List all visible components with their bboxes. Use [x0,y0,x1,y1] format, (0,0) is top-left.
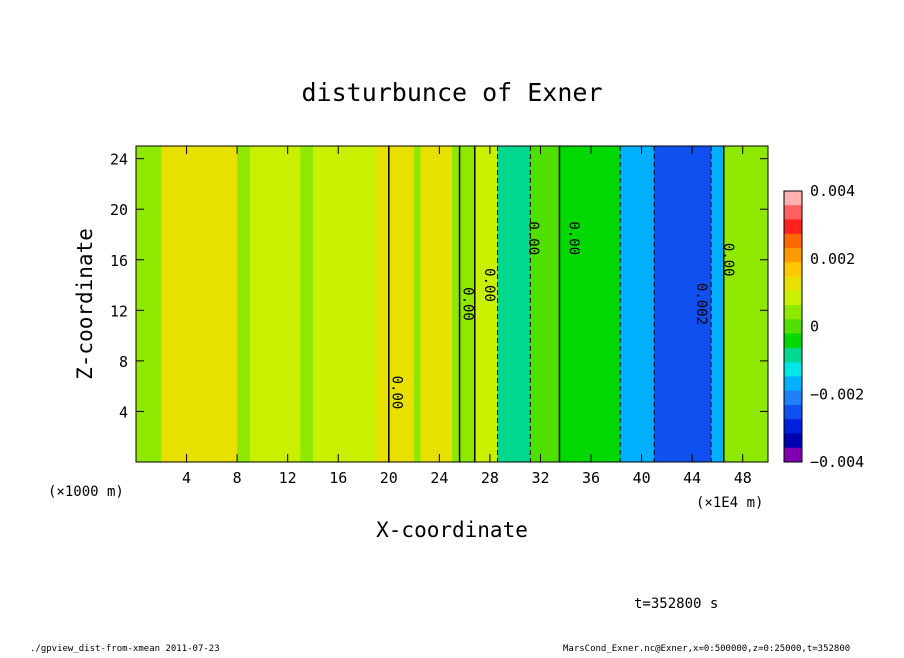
y-tick-label: 20 [110,201,128,219]
x-tick-label: 44 [683,469,701,487]
band-5 [420,146,452,462]
colorbar-frame [783,190,803,463]
y-axis: 4 8 12 16 20 24 [110,151,768,421]
plot-frame [135,145,769,463]
chart-title: disturbunce of Exner [301,78,602,107]
colorbar-swatch [784,333,802,349]
x-tick-label: 4 [182,469,191,487]
contour-label: 0.00 [459,287,475,321]
x-unit-right: (×1E4 m) [696,495,763,511]
colorbar-swatch [784,447,802,463]
contour-label: 0.002 [693,283,709,325]
y-tick-label: 8 [119,353,128,371]
band-13 [723,146,768,462]
band-2 [249,146,301,462]
x-axis-label: X-coordinate [376,518,528,542]
colorbar-label: −0.002 [810,385,864,403]
x-tick-label: 12 [279,469,297,487]
band-4 [376,146,415,462]
band-12 [654,146,712,462]
x-tick-label: 32 [531,469,549,487]
colorbar-swatch [784,205,802,221]
x-tick-label: 24 [430,469,448,487]
footer-right: MarsCond_Exner.nc@Exner,x=0:500000,z=0:2… [563,644,850,654]
colorbar-swatch [784,347,802,363]
contour-label: 0.00 [566,221,582,255]
y-tick-label: 24 [110,151,128,169]
contour-label: 0.00 [389,376,405,410]
plot-fill [136,146,768,462]
x-tick-label: 20 [380,469,398,487]
x-tick-label: 36 [582,469,600,487]
y-tick-label: 16 [110,252,128,270]
footer-left: ./gpview_dist-from-xmean 2011-07-23 [30,644,220,654]
contour-label: 0.00 [720,243,736,277]
colorbar: 0.004 0.002 0 −0.002 −0.004 [783,182,864,471]
colorbar-swatch [784,191,802,206]
band-1 [161,146,238,462]
band-10 [559,146,621,462]
x-axis: 4 8 12 16 20 24 28 32 36 40 44 48 [182,146,752,487]
colorbar-swatch [784,305,802,320]
colorbar-swatch [784,390,802,406]
x-tick-label: 8 [233,469,242,487]
x-tick-label: 40 [633,469,651,487]
y-axis-label: Z-coordinate [73,228,97,380]
colorbar-swatch [784,433,802,449]
colorbar-label: 0 [810,318,819,336]
colorbar-swatch [784,362,802,377]
x-tick-label: 16 [329,469,347,487]
x-unit-left: (×1000 m) [48,484,124,500]
time-label: t=352800 s [634,596,718,612]
x-tick-label: 48 [734,469,752,487]
colorbar-swatch [784,319,802,335]
plot-contours [388,146,725,462]
colorbar-swatch [784,419,802,434]
colorbar-swatch [784,262,802,278]
colorbar-swatch [784,233,802,249]
contour-label: 0.00 [525,221,541,255]
colorbar-label: −0.004 [810,453,864,471]
colorbar-label: 0.002 [810,250,855,268]
y-tick-label: 12 [110,302,128,320]
y-tick-label: 4 [119,403,128,421]
x-tick-label: 28 [481,469,499,487]
band-9 [530,146,560,462]
contour-labels: 0.00 0.00 0.00 0.00 0.00 0.002 0.00 [389,221,736,409]
colorbar-swatch [784,376,802,392]
band-3 [312,146,377,462]
band-7 [474,146,498,462]
band-8 [497,146,531,462]
colorbar-swatch [784,290,802,306]
colorbar-label: 0.004 [810,182,855,200]
contour-label: 0.00 [481,268,497,302]
colorbar-swatch [784,219,802,235]
colorbar-swatch [784,404,802,420]
band-6 [458,146,475,462]
colorbar-swatch [784,248,802,263]
colorbar-swatch [784,276,802,292]
